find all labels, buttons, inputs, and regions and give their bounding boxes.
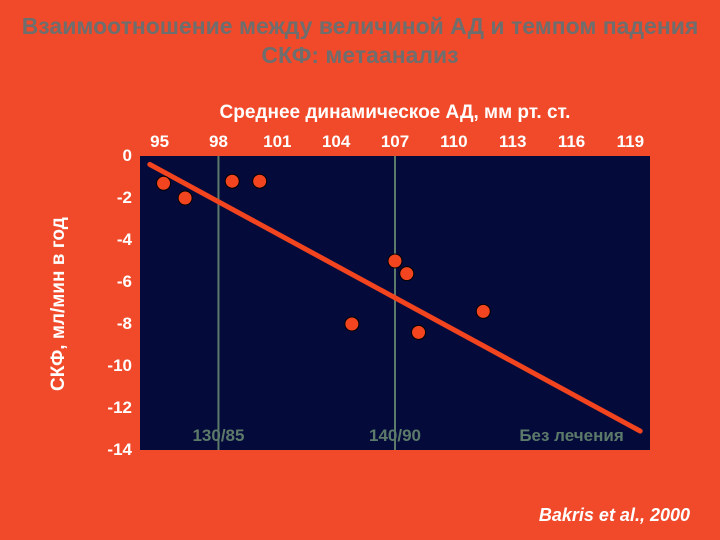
y-tick: -4 bbox=[92, 230, 132, 250]
x-tick: 113 bbox=[499, 132, 526, 152]
y-axis-label: СКФ, мл/мин в год bbox=[48, 217, 70, 391]
x-tick: 104 bbox=[322, 132, 350, 152]
y-tick: -6 bbox=[92, 272, 132, 292]
y-tick: -2 bbox=[92, 188, 132, 208]
slide-title: Взаимоотношение между величиной АД и тем… bbox=[0, 12, 720, 70]
x-tick: 119 bbox=[617, 132, 644, 152]
chart-plot-area bbox=[140, 156, 650, 450]
reference-label: 140/90 bbox=[369, 426, 421, 446]
x-tick: 98 bbox=[209, 132, 228, 152]
chart-svg bbox=[140, 156, 650, 450]
x-tick: 107 bbox=[381, 132, 409, 152]
reference-label: 130/85 bbox=[192, 426, 244, 446]
y-tick: -10 bbox=[92, 356, 132, 376]
citation: Bakris et al., 2000 bbox=[539, 505, 690, 526]
y-tick: -8 bbox=[92, 314, 132, 334]
y-tick: -14 bbox=[92, 440, 132, 460]
reference-label: Без лечения bbox=[519, 426, 623, 446]
y-tick: 0 bbox=[92, 146, 132, 166]
y-tick: -12 bbox=[92, 398, 132, 418]
x-tick: 110 bbox=[440, 132, 467, 152]
slide: Взаимоотношение между величиной АД и тем… bbox=[0, 0, 720, 540]
x-axis-label: Среднее динамическое АД, мм рт. ст. bbox=[140, 102, 650, 124]
x-tick: 116 bbox=[558, 132, 585, 152]
x-tick: 95 bbox=[150, 132, 169, 152]
x-tick: 101 bbox=[263, 132, 291, 152]
